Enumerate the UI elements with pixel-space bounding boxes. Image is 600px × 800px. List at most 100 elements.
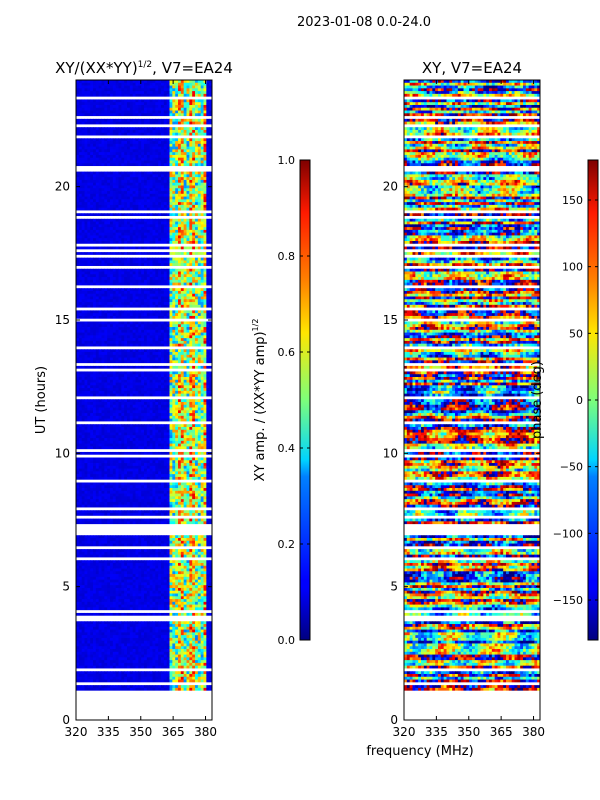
amp-heatmap-cell	[155, 188, 159, 192]
amp-heatmap-cell	[118, 279, 122, 284]
amp-heatmap-cell	[118, 290, 122, 295]
amp-heatmap-cell	[172, 182, 176, 186]
amp-heatmap-cell	[172, 382, 176, 386]
amp-heatmap-cell	[84, 91, 88, 95]
amp-heatmap-cell	[132, 302, 136, 306]
amp-heatmap-cell	[149, 121, 153, 125]
amp-heatmap-cell	[161, 146, 165, 150]
amp-heatmap-cell	[118, 204, 122, 209]
amp-heatmap-cell	[192, 271, 196, 275]
amp-heatmap-cell	[166, 160, 170, 164]
amp-heatmap-cell	[189, 107, 193, 111]
amp-heatmap-cell	[132, 343, 136, 347]
amp-heatmap-cell	[146, 371, 151, 375]
amp-heatmap-cell	[121, 349, 125, 353]
amp-heatmap-cell	[180, 382, 185, 386]
amp-heatmap-cell	[132, 246, 136, 250]
amp-heatmap-cell	[118, 132, 122, 136]
amp-heatmap-cell	[84, 154, 88, 159]
amp-heatmap-cell	[161, 107, 165, 111]
amp-heatmap-cell	[87, 188, 91, 192]
amp-heatmap-cell	[129, 110, 134, 114]
amp-heatmap-cell	[180, 246, 185, 250]
amp-heatmap-cell	[101, 85, 105, 89]
amp-heatmap-cell	[121, 185, 125, 189]
amp-heatmap-cell	[161, 121, 165, 125]
amp-heatmap-cell	[186, 360, 190, 364]
amp-heatmap-cell	[124, 188, 128, 192]
amp-heatmap-cell	[93, 102, 97, 106]
amp-heatmap-cell	[195, 302, 199, 306]
amp-heatmap-cell	[206, 349, 210, 353]
amp-heatmap-cell	[209, 338, 212, 342]
amp-heatmap-cell	[166, 240, 170, 245]
amp-heatmap-cell	[200, 182, 204, 186]
amp-heatmap-cell	[95, 238, 100, 242]
amp-heatmap-cell	[172, 324, 176, 328]
amp-heatmap-cell	[115, 340, 119, 345]
amp-heatmap-cell	[197, 199, 202, 203]
amp-heatmap-cell	[121, 271, 125, 275]
amp-heatmap-cell	[127, 404, 131, 408]
amp-heatmap-cell	[90, 390, 94, 395]
amp-heatmap-cell	[183, 288, 187, 292]
amp-heatmap-cell	[183, 229, 187, 234]
amp-heatmap-cell	[118, 343, 122, 347]
amp-heatmap-cell	[206, 288, 210, 292]
amp-heatmap-cell	[175, 227, 179, 231]
amp-heatmap-cell	[175, 271, 179, 275]
amp-heatmap-cell	[175, 127, 179, 131]
amp-heatmap-cell	[132, 332, 136, 336]
amp-heatmap-cell	[132, 204, 136, 209]
amp-heatmap-cell	[98, 354, 102, 358]
amp-heatmap-cell	[135, 357, 139, 361]
amp-heatmap-cell	[144, 218, 148, 222]
amp-heatmap-cell	[101, 257, 105, 261]
amp-heatmap-cell	[124, 343, 128, 347]
amp-heatmap-cell	[175, 404, 179, 408]
amp-heatmap-cell	[84, 313, 88, 317]
amp-heatmap-cell	[169, 143, 173, 148]
amp-heatmap-cell	[209, 93, 212, 98]
amp-heatmap-cell	[178, 93, 182, 98]
amp-heatmap-cell	[192, 227, 196, 231]
amp-heatmap-cell	[121, 202, 125, 206]
amp-heatmap-cell	[144, 82, 148, 86]
amp-heatmap-cell	[118, 321, 122, 325]
amp-heatmap-cell	[149, 171, 153, 175]
amp-heatmap-cell	[200, 415, 204, 420]
amp-heatmap-cell	[98, 418, 102, 422]
amp-heatmap-cell	[110, 91, 114, 95]
amp-heatmap-cell	[146, 141, 151, 145]
amp-heatmap-cell	[163, 310, 168, 314]
amp-heatmap-cell	[112, 213, 117, 217]
amp-heatmap-cell	[161, 88, 165, 92]
amp-heatmap-cell	[90, 349, 94, 353]
amp-heatmap-cell	[132, 252, 136, 256]
amp-heatmap-cell	[146, 393, 151, 397]
amp-heatmap-cell	[124, 213, 128, 217]
amp-heatmap-cell	[135, 329, 139, 333]
amp-heatmap-cell	[186, 401, 190, 406]
amp-heatmap-cell	[197, 238, 202, 242]
amp-heatmap-cell	[149, 393, 153, 397]
amp-heatmap-cell	[172, 310, 176, 314]
amp-heatmap-cell	[203, 177, 207, 181]
amp-heatmap-cell	[87, 315, 91, 320]
amp-heatmap-cell	[152, 179, 156, 184]
amp-heatmap-cell	[118, 146, 122, 150]
amp-heatmap-cell	[84, 185, 88, 189]
amp-heatmap-cell	[172, 377, 176, 381]
amp-heatmap-cell	[115, 354, 119, 358]
amp-heatmap-cell	[132, 354, 136, 358]
amp-heatmap-cell	[206, 377, 210, 381]
amp-heatmap-cell	[206, 91, 210, 95]
amp-heatmap-cell	[98, 160, 102, 164]
amp-gap-row	[76, 135, 212, 139]
amp-heatmap-cell	[95, 107, 100, 111]
amp-heatmap-cell	[127, 360, 131, 364]
amp-heatmap-cell	[93, 379, 97, 383]
amp-heatmap-cell	[93, 299, 97, 303]
amp-heatmap-cell	[197, 138, 202, 142]
amp-heatmap-cell	[146, 224, 151, 228]
